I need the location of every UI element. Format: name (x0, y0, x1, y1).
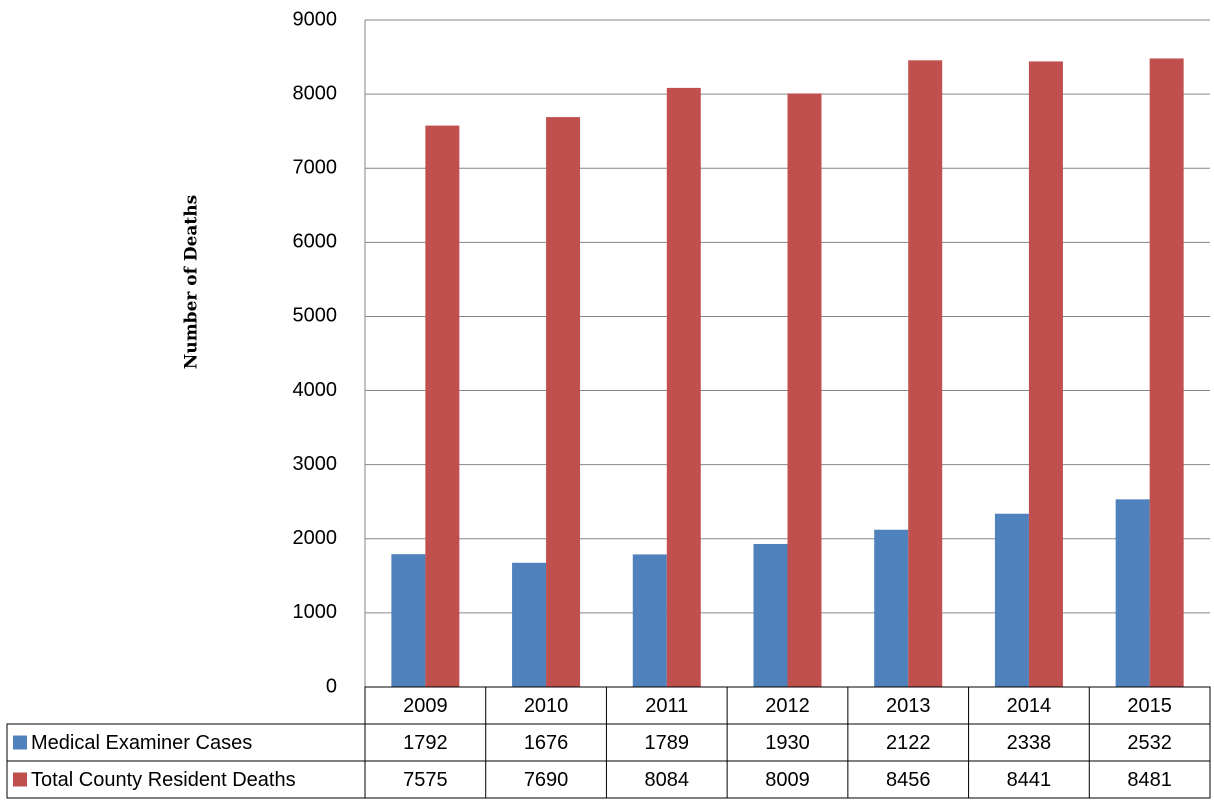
bar-total-deaths (546, 117, 581, 687)
table-value-cell: 8456 (886, 769, 931, 791)
y-tick-label: 2000 (293, 527, 338, 549)
table-header-cell: 2013 (886, 695, 931, 717)
table-value-cell: 1930 (765, 732, 810, 754)
y-tick-label: 7000 (293, 157, 338, 179)
legend-swatch (13, 772, 27, 787)
table-value-cell: 7690 (524, 769, 569, 791)
table-value-cell: 8084 (645, 769, 690, 791)
bar-medical-examiner (632, 554, 667, 687)
legend-swatch (13, 735, 27, 750)
data-table: 2009 2010 2011 2012 2013 2014 2015 Medical Exam… (6, 686, 1211, 799)
y-tick-label: 8000 (293, 82, 338, 104)
bar-total-deaths (787, 93, 822, 688)
bars (391, 58, 1184, 688)
y-tick-label: 4000 (293, 379, 338, 401)
table-value-cell: 1789 (645, 732, 690, 754)
bar-total-deaths (1149, 58, 1184, 687)
table-header-cell: 2012 (765, 695, 810, 717)
bar-total-deaths (425, 125, 460, 687)
table-header-cell: 2009 (403, 695, 448, 717)
table-header-cell: 2014 (1007, 695, 1052, 717)
table-value-cell: 8481 (1127, 769, 1172, 791)
bar-medical-examiner (391, 554, 426, 687)
table-value-cell: 1792 (403, 732, 448, 754)
y-tick-label: 6000 (293, 231, 338, 253)
table-header-cell: 2010 (524, 695, 569, 717)
y-tick-label: 9000 (293, 8, 338, 30)
table-header-cell: 2015 (1127, 695, 1172, 717)
y-tick-label: 5000 (293, 305, 338, 327)
bar-medical-examiner (994, 513, 1029, 687)
table-value-cell: 2532 (1127, 732, 1172, 754)
bar-total-deaths (908, 60, 943, 687)
legend-series-name: Medical Examiner Cases (31, 732, 252, 754)
bar-medical-examiner (1115, 499, 1150, 687)
bar-medical-examiner (874, 529, 909, 687)
y-tick-label: 0 (326, 675, 337, 697)
table-value-cell: 2122 (886, 732, 931, 754)
bar-total-deaths (666, 87, 701, 687)
bar-total-deaths (1028, 61, 1063, 688)
y-tick-label: 3000 (293, 453, 338, 475)
table-value-cell: 2338 (1007, 732, 1052, 754)
table-value-cell: 8441 (1007, 769, 1052, 791)
y-tick-label: 1000 (293, 601, 338, 623)
table-value-cell: 1676 (524, 732, 569, 754)
bar-medical-examiner (753, 543, 788, 687)
y-axis-label: Number of Deaths (182, 195, 202, 369)
table-value-cell: 8009 (765, 769, 810, 791)
legend-series-name: Total County Resident Deaths (31, 769, 296, 791)
table-header-cell: 2011 (645, 695, 688, 717)
y-axis-ticks: 0 1000 2000 3000 4000 5000 6000 7000 8000 9000 (293, 8, 338, 697)
bar-medical-examiner (512, 562, 547, 687)
table-value-cell: 7575 (403, 769, 448, 791)
